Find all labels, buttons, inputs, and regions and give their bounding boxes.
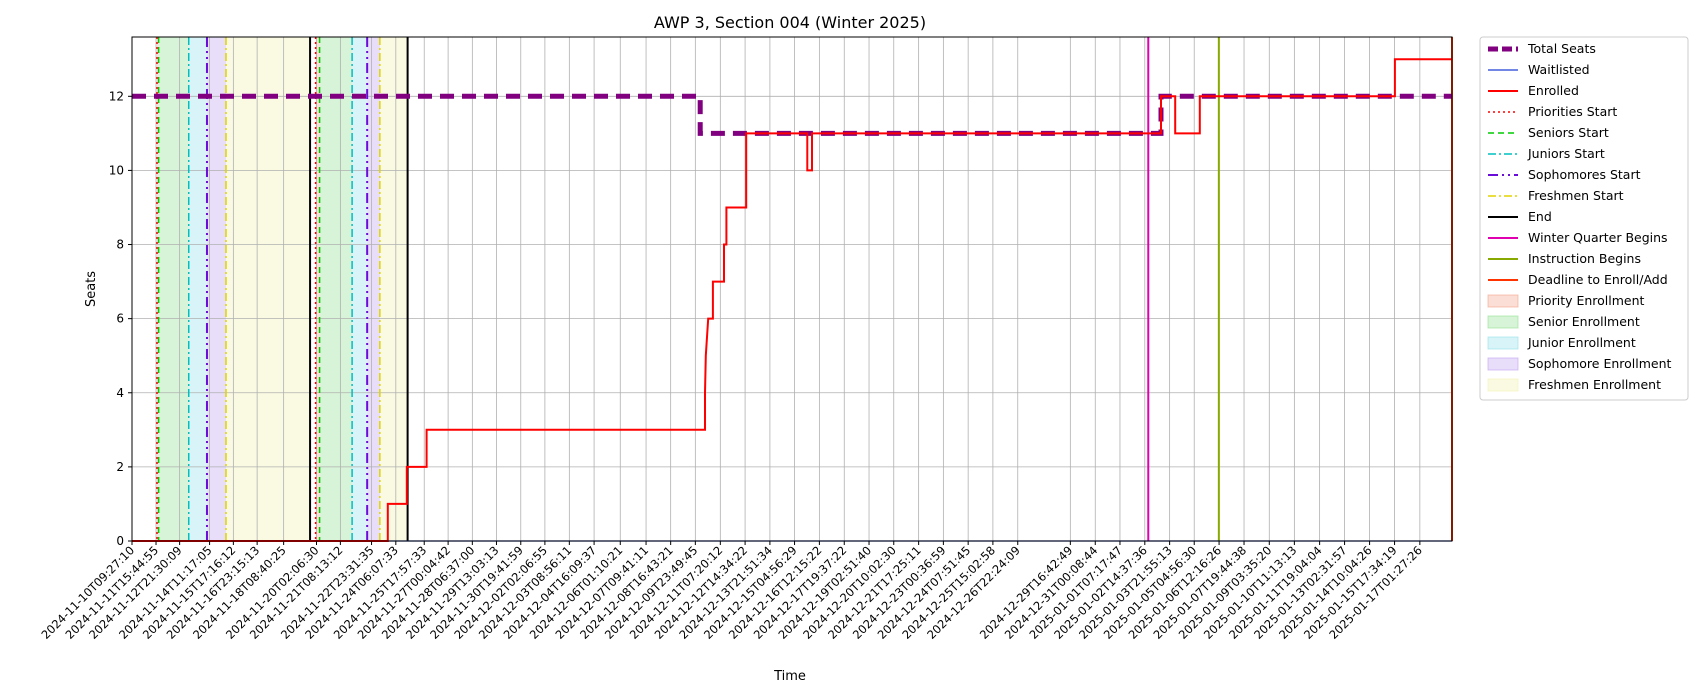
legend-label: Seniors Start — [1528, 125, 1609, 140]
legend-label: Enrolled — [1528, 83, 1579, 98]
y-tick-label: 4 — [116, 386, 124, 400]
series-line — [132, 58, 1452, 542]
legend-label: Deadline to Enroll/Add — [1528, 272, 1668, 287]
legend-swatch — [1487, 357, 1519, 371]
legend-label: Sophomores Start — [1528, 167, 1641, 182]
legend-label: Freshmen Enrollment — [1528, 377, 1661, 392]
legend-label: Waitlisted — [1528, 62, 1590, 77]
y-tick-label: 2 — [116, 460, 124, 474]
axes: 0246810122024-11-10T09:27:102024-11-11T1… — [38, 36, 1453, 642]
y-tick-label: 6 — [116, 312, 124, 326]
chart-title: AWP 3, Section 004 (Winter 2025) — [654, 13, 926, 32]
period-band — [157, 37, 159, 541]
legend-label: Priority Enrollment — [1528, 293, 1645, 308]
legend-label: Priorities Start — [1528, 104, 1617, 119]
period-band — [315, 37, 320, 541]
legend-swatch — [1487, 378, 1519, 392]
period-band — [188, 37, 207, 541]
period-band — [158, 37, 189, 541]
period-band — [379, 37, 408, 541]
y-tick-label: 12 — [109, 89, 124, 103]
legend-label: Instruction Begins — [1528, 251, 1641, 266]
legend-label: Juniors Start — [1527, 146, 1605, 161]
y-axis-label: Seats — [84, 271, 99, 307]
legend-swatch — [1487, 315, 1519, 329]
y-tick-label: 8 — [116, 238, 124, 252]
plot-frame — [131, 36, 1453, 542]
y-tick-label: 10 — [109, 163, 124, 177]
enrollment-periods — [157, 37, 408, 541]
legend-label: Sophomore Enrollment — [1528, 356, 1672, 371]
legend-label: Junior Enrollment — [1527, 335, 1636, 350]
event-lines — [156, 37, 1453, 541]
legend-swatch — [1487, 336, 1519, 350]
period-band — [367, 37, 380, 541]
period-band — [319, 37, 353, 541]
legend-label: Freshmen Start — [1528, 188, 1624, 203]
y-tick-label: 0 — [116, 534, 124, 548]
legend-box — [1479, 36, 1689, 401]
x-axis-label: Time — [773, 669, 806, 684]
period-band — [206, 37, 227, 541]
legend-swatch — [1487, 294, 1519, 308]
period-band — [226, 37, 311, 541]
legend: Total Seats Waitlisted Enrolled Priorities … — [1479, 36, 1689, 401]
legend-label: End — [1528, 209, 1552, 224]
legend-label: Total Seats — [1527, 41, 1596, 56]
legend-label: Senior Enrollment — [1528, 314, 1640, 329]
legend-label: Winter Quarter Begins — [1528, 230, 1668, 245]
period-band — [352, 37, 368, 541]
